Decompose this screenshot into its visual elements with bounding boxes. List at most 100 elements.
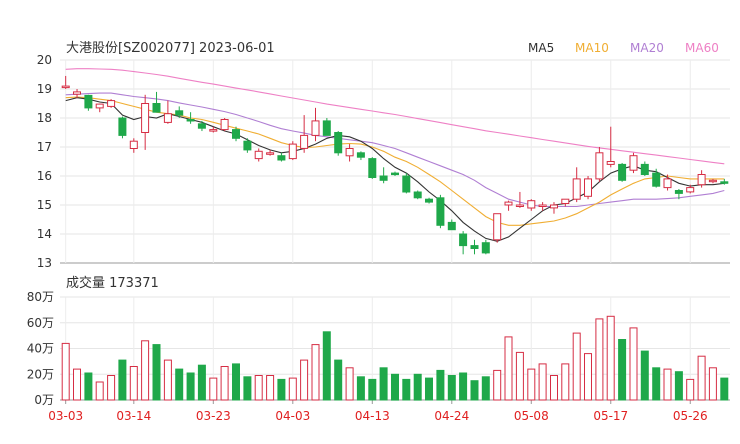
candle-up bbox=[686, 187, 695, 193]
candle-down bbox=[118, 117, 127, 136]
candle-down bbox=[232, 129, 240, 139]
candle-up bbox=[550, 204, 558, 209]
price-y-tick: 20 bbox=[37, 53, 52, 67]
candle-down bbox=[402, 175, 411, 193]
volume-bar-down bbox=[618, 339, 627, 401]
x-tick-label: 03-23 bbox=[196, 409, 231, 423]
candle-up bbox=[527, 200, 536, 209]
axis-labels: 20 19 18 17 16 15 14 13 80万 60万 40万 20万 0万 03-03 03-14… bbox=[27, 53, 708, 423]
candle-down bbox=[413, 191, 422, 199]
price-y-tick: 15 bbox=[37, 198, 52, 212]
volume-bar-down bbox=[322, 331, 331, 401]
legend-ma60: MA60 bbox=[685, 41, 719, 55]
price-y-tick: 16 bbox=[37, 169, 52, 183]
candle-up bbox=[266, 152, 275, 155]
volume-bar-up bbox=[266, 375, 275, 401]
volume-bar-down bbox=[152, 344, 161, 401]
volume-bar-down bbox=[674, 371, 683, 401]
volume-bar-down bbox=[391, 373, 399, 401]
ma20-line bbox=[65, 92, 725, 208]
volume-bar-down bbox=[402, 378, 411, 401]
candle-up bbox=[697, 174, 706, 186]
volume-bar-down bbox=[118, 359, 127, 401]
legend-ma10: MA10 bbox=[575, 41, 609, 55]
candle-up bbox=[311, 120, 320, 136]
candle-down bbox=[197, 123, 206, 129]
volume-bar-down bbox=[470, 380, 479, 401]
volume-bar-down bbox=[84, 372, 93, 401]
ma60-line bbox=[65, 68, 725, 165]
volume-bar-down bbox=[277, 378, 286, 401]
candle-down bbox=[447, 221, 456, 231]
candle-up bbox=[584, 178, 592, 197]
volume-bar-down bbox=[481, 376, 490, 401]
candle-down bbox=[84, 94, 93, 109]
candle-up bbox=[663, 178, 672, 189]
candle-down bbox=[277, 155, 286, 161]
volume-bar-up bbox=[527, 368, 536, 401]
candle-up bbox=[141, 103, 150, 133]
candle-up bbox=[561, 198, 570, 204]
legend: MA5 MA10 MA20 MA60 bbox=[528, 41, 719, 55]
volume-chart-title: 成交量 173371 bbox=[66, 275, 159, 291]
volume-bar-down bbox=[232, 363, 240, 401]
volume-bar-down bbox=[197, 364, 206, 401]
volume-bar-down bbox=[652, 367, 661, 401]
candle-up bbox=[163, 113, 172, 123]
volume-bar-up bbox=[107, 375, 116, 401]
x-tick-label: 03-03 bbox=[48, 409, 83, 423]
volume-y-tick: 40万 bbox=[27, 342, 54, 356]
candle-down bbox=[640, 163, 649, 175]
price-y-tick: 13 bbox=[37, 256, 52, 270]
price-chart-title: 大港股份[SZ002077] 2023-06-01 bbox=[66, 41, 275, 56]
candle-up bbox=[572, 178, 581, 200]
volume-bar-up bbox=[61, 342, 70, 401]
candle-up bbox=[629, 155, 638, 171]
candle-down bbox=[470, 245, 479, 250]
volume-bar-up bbox=[572, 332, 581, 401]
candle-down bbox=[175, 110, 184, 116]
volume-bar-down bbox=[720, 377, 729, 401]
x-tick-label: 05-17 bbox=[593, 409, 628, 423]
volume-y-tick: 0万 bbox=[34, 393, 54, 407]
volume-bar-up bbox=[629, 327, 638, 401]
candle-up bbox=[300, 134, 309, 149]
volume-bar-up bbox=[504, 336, 513, 401]
volume-bar-up bbox=[708, 367, 717, 401]
volume-bar-up bbox=[584, 353, 592, 401]
volume-bar-up bbox=[220, 366, 229, 401]
candle-up bbox=[73, 91, 81, 95]
price-y-tick: 14 bbox=[37, 227, 52, 241]
x-tick-label: 05-08 bbox=[514, 409, 549, 423]
volume-bar-up bbox=[550, 375, 558, 401]
candle-up bbox=[493, 213, 502, 241]
volume-bar-down bbox=[186, 372, 195, 401]
volume-bar-up bbox=[515, 351, 524, 401]
volume-bar-up bbox=[163, 359, 172, 401]
candle-up bbox=[606, 161, 615, 165]
volume-bar-up bbox=[300, 359, 309, 401]
candle-up bbox=[95, 103, 104, 109]
candle-up bbox=[504, 201, 513, 206]
volume-bar-down bbox=[640, 350, 649, 401]
volume-bar-up bbox=[345, 367, 354, 401]
candle-up bbox=[61, 85, 70, 89]
volume-bar-down bbox=[356, 376, 365, 401]
price-y-tick: 19 bbox=[37, 82, 52, 96]
volume-bar-down bbox=[379, 367, 388, 401]
volume-bar-up bbox=[538, 363, 547, 401]
volume-bar-down bbox=[425, 377, 433, 401]
volume-bar-up bbox=[129, 366, 138, 401]
legend-ma20: MA20 bbox=[630, 41, 664, 55]
price-y-tick: 18 bbox=[37, 111, 52, 125]
candle-up bbox=[708, 179, 717, 183]
candle-up bbox=[288, 143, 297, 160]
candlesticks bbox=[61, 75, 729, 255]
candle-up bbox=[129, 140, 138, 149]
price-y-tick: 17 bbox=[37, 140, 52, 154]
volume-bar-up bbox=[697, 355, 706, 401]
candle-down bbox=[243, 140, 252, 151]
moving-average-lines bbox=[65, 68, 725, 242]
volume-y-tick: 20万 bbox=[27, 367, 54, 381]
